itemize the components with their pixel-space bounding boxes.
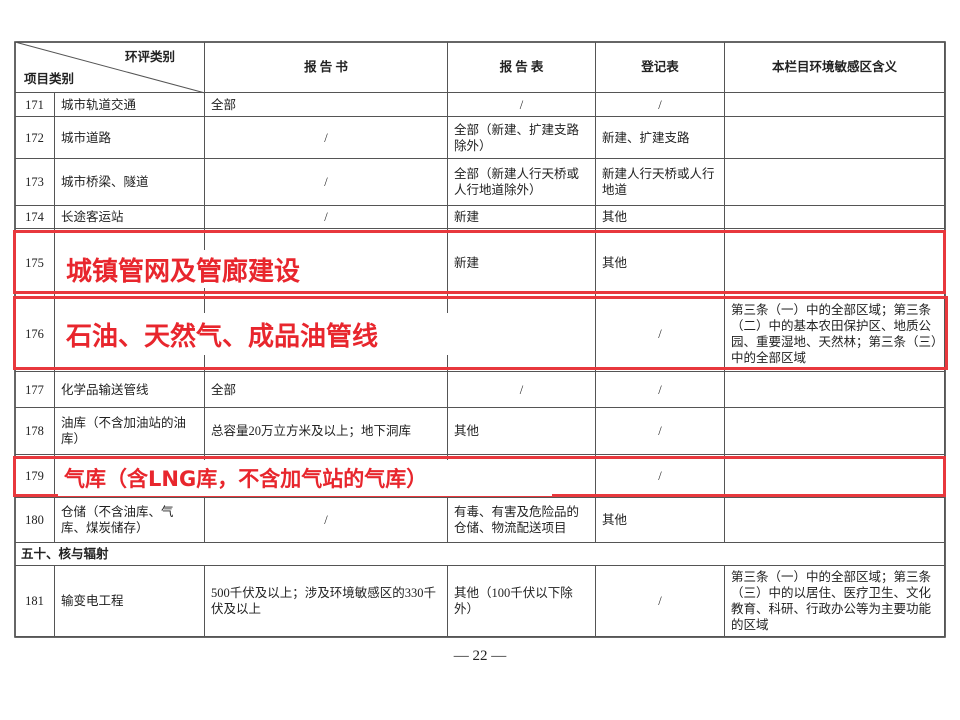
table-cell [448, 297, 596, 372]
highlight-box [13, 230, 946, 294]
page-number: — 22 — [453, 648, 507, 664]
table-cell: 新建人行天桥或人行地道 [596, 159, 725, 206]
table-cell: 城市道路 [55, 117, 205, 159]
header-cell: 登记表 [596, 42, 725, 93]
row-number: 177 [15, 372, 55, 408]
highlight-label: 城镇管网及管廊建设 [60, 250, 432, 288]
table-cell: 第三条（一）中的全部区域；第三条（三）中的以居住、医疗卫生、文化教育、科研、行政… [725, 566, 945, 637]
table-cell: / [596, 455, 725, 498]
table-cell: / [205, 159, 448, 206]
table-cell: / [596, 297, 725, 372]
table-cell [725, 498, 945, 543]
row-number: 176 [15, 297, 55, 372]
table-cell [725, 117, 945, 159]
highlight-label: 气库（含LNG库，不含加气站的气库） [58, 460, 552, 496]
table-cell: 输变电工程 [55, 566, 205, 637]
table-cell [725, 159, 945, 206]
row-number: 173 [15, 159, 55, 206]
header-diagonal-top: 环评类别 [125, 50, 176, 64]
table-cell: 新建 [448, 206, 596, 229]
row-number: 180 [15, 498, 55, 543]
table-cell: 其他 [596, 206, 725, 229]
table-cell: 仓储（不含油库、气库、煤炭储存） [55, 498, 205, 543]
header-cell [15, 42, 205, 93]
table-cell [725, 408, 945, 455]
section-cell: 五十、核与辐射 [15, 543, 945, 566]
row-number: 172 [15, 117, 55, 159]
row-number: 179 [15, 455, 55, 498]
table-cell: 城市轨道交通 [55, 93, 205, 117]
table-cell: 第三条（一）中的全部区域；第三条（二）中的基本农田保护区、地质公园、重要湿地、天… [725, 297, 945, 372]
table-cell: 其他 [448, 408, 596, 455]
highlight-box [13, 296, 948, 370]
table-cell: / [448, 372, 596, 408]
header-cell: 本栏目环境敏感区含义 [725, 42, 945, 93]
table-cell: 500千伏及以上；涉及环境敏感区的330千伏及以上 [205, 566, 448, 637]
table-cell: / [596, 408, 725, 455]
table-cell: 全部 [205, 372, 448, 408]
table-cell [448, 455, 596, 498]
row-number: 181 [15, 566, 55, 637]
table-cell [725, 372, 945, 408]
table-cell: / [596, 372, 725, 408]
table-cell: 油库（不含加油站的油库） [55, 408, 205, 455]
table-cell: 新建、扩建支路 [596, 117, 725, 159]
row-number: 174 [15, 206, 55, 229]
table-cell [725, 93, 945, 117]
table-cell: 城市桥梁、隧道 [55, 159, 205, 206]
table-cell: / [596, 566, 725, 637]
table-cell: 有毒、有害及危险品的仓储、物流配送项目 [448, 498, 596, 543]
row-number: 171 [15, 93, 55, 117]
table-cell: 长途客运站 [55, 206, 205, 229]
header-diagonal-bottom: 项目类别 [24, 72, 75, 86]
table-cell: 其他（100千伏以下除外） [448, 566, 596, 637]
table-cell: / [596, 93, 725, 117]
header-cell: 报 告 书 [205, 42, 448, 93]
header-cell: 报 告 表 [448, 42, 596, 93]
table-cell: / [448, 93, 596, 117]
highlight-label: 石油、天然气、成品油管线 [60, 313, 457, 355]
table-cell: 全部（新建人行天桥或人行地道除外） [448, 159, 596, 206]
table-cell: 其他 [596, 498, 725, 543]
table-cell: / [205, 498, 448, 543]
header-diagonal [14, 41, 206, 94]
table-cell: / [205, 206, 448, 229]
table-cell: / [205, 117, 448, 159]
table-cell: 全部 [205, 93, 448, 117]
table-cell: 化学品输送管线 [55, 372, 205, 408]
table-cell [725, 206, 945, 229]
row-number: 178 [15, 408, 55, 455]
table-cell: 全部（新建、扩建支路除外） [448, 117, 596, 159]
table-cell: 总容量20万立方米及以上；地下洞库 [205, 408, 448, 455]
